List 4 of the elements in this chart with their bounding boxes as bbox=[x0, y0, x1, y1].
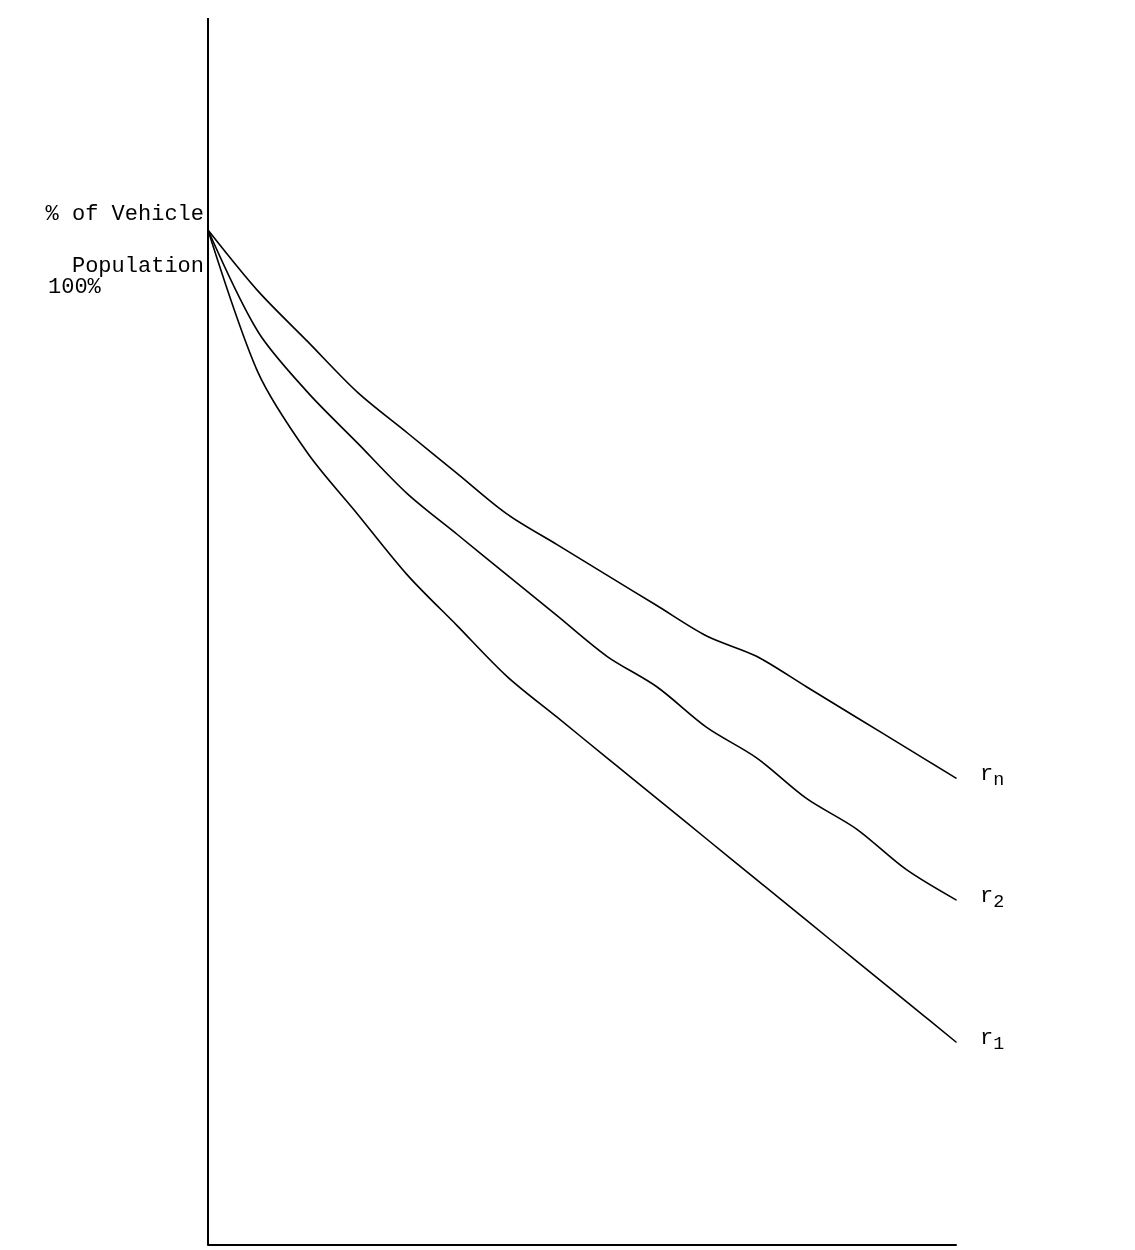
series-label: r$_{2}$ bbox=[980, 883, 1005, 914]
text: % of Vehicle Population bbox=[45, 201, 204, 279]
series-label: r$_{1}$ bbox=[980, 1026, 1005, 1056]
series-label: r$_{n}$ bbox=[980, 762, 1005, 792]
